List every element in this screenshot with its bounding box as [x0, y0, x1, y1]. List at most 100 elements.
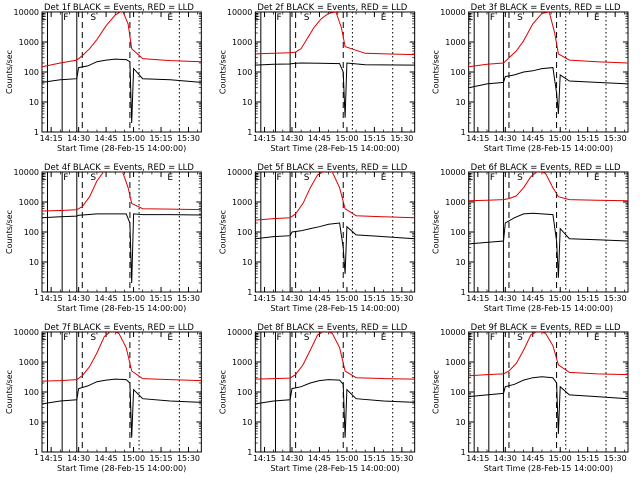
x-tick-label: 14:45 [521, 134, 544, 143]
time-marker-label: E [468, 173, 474, 183]
x-tick-label: 14:45 [521, 454, 544, 463]
y-tick-label: 100 [450, 68, 465, 77]
x-axis-label: Start Time (28-Feb-15 14:00:00) [270, 144, 399, 153]
time-marker-label: E [594, 173, 600, 183]
time-marker-label: F [63, 333, 68, 343]
x-tick-label: 14:15 [466, 454, 489, 463]
y-tick-label: 1 [34, 288, 39, 297]
x-tick-label: 14:45 [308, 294, 331, 303]
y-tick-label: 100 [24, 68, 39, 77]
lld-series-line [255, 332, 415, 380]
events-series-line [255, 62, 415, 118]
y-axis-label: Counts/sec [5, 210, 14, 254]
x-tick-label: 15:30 [390, 294, 413, 303]
events-series-line [42, 58, 202, 124]
x-tick-label: 14:45 [308, 134, 331, 143]
panel-4: Det 4f BLACK = Events, RED = LLD 1 10 100 10… [5, 163, 202, 313]
y-tick-label: 10000 [14, 8, 39, 17]
events-series-line [468, 376, 628, 434]
events-series-line [255, 379, 415, 438]
x-tick-label: 15:15 [363, 454, 386, 463]
x-tick-label: 14:45 [308, 454, 331, 463]
time-marker-label: E [41, 333, 47, 343]
y-tick-label: 1000 [445, 358, 465, 367]
time-marker-label: F [277, 333, 282, 343]
time-marker-label: F [490, 13, 495, 23]
x-tick-label: 15:00 [549, 294, 572, 303]
y-tick-label: 100 [237, 68, 252, 77]
x-tick-label: 14:30 [494, 134, 517, 143]
time-marker-label: E [254, 173, 260, 183]
x-tick-label: 14:30 [67, 134, 90, 143]
axes-frame [254, 331, 416, 453]
x-tick-label: 15:30 [390, 134, 413, 143]
y-tick-label: 100 [24, 388, 39, 397]
time-marker-label: S [517, 173, 523, 183]
y-tick-label: 100 [237, 388, 252, 397]
y-tick-label: 100 [450, 388, 465, 397]
y-axis-label: Counts/sec [432, 370, 441, 414]
x-tick-label: 15:00 [335, 134, 358, 143]
lld-series-line [42, 12, 202, 68]
y-tick-label: 1 [461, 128, 466, 137]
y-tick-label: 1 [461, 448, 466, 457]
x-tick-label: 15:15 [576, 134, 599, 143]
x-tick-label: 15:30 [177, 134, 200, 143]
y-tick-label: 1000 [445, 198, 465, 207]
axes-frame [468, 331, 629, 453]
events-series-line [255, 222, 415, 274]
x-axis-label: Start Time (28-Feb-15 14:00:00) [57, 144, 186, 153]
time-marker-label: F [277, 13, 282, 23]
events-series-line [42, 378, 202, 438]
panel-title: Det 3f BLACK = Events, RED = LLD [471, 3, 621, 13]
x-tick-label: 14:45 [95, 134, 118, 143]
time-marker-label: S [90, 333, 96, 343]
y-tick-label: 100 [24, 228, 39, 237]
x-tick-label: 15:15 [150, 134, 173, 143]
time-marker-label: E [254, 13, 260, 23]
y-tick-label: 10 [242, 258, 252, 267]
y-tick-label: 1000 [232, 38, 252, 47]
y-axis-label: Counts/sec [5, 50, 14, 94]
y-tick-label: 10 [29, 98, 39, 107]
time-marker-label: S [517, 333, 523, 343]
y-tick-label: 10 [29, 418, 39, 427]
panel-title: Det 8f BLACK = Events, RED = LLD [257, 323, 407, 333]
time-marker-label: S [90, 13, 96, 23]
x-tick-label: 15:30 [177, 294, 200, 303]
x-tick-label: 15:00 [122, 134, 145, 143]
x-tick-label: 15:00 [122, 454, 145, 463]
x-tick-label: 15:15 [363, 294, 386, 303]
time-marker-label: E [381, 173, 387, 183]
time-marker-label: F [63, 173, 68, 183]
axes-frame [468, 11, 629, 133]
y-axis-label: Counts/sec [432, 50, 441, 94]
x-tick-label: 15:00 [549, 454, 572, 463]
panel-9: Det 9f BLACK = Events, RED = LLD 1 10 100 10… [432, 323, 629, 473]
y-tick-label: 1000 [232, 198, 252, 207]
time-marker-label: F [277, 173, 282, 183]
time-marker-label: E [594, 333, 600, 343]
lld-series-line [255, 172, 415, 221]
x-tick-label: 14:15 [466, 134, 489, 143]
x-tick-label: 14:30 [280, 294, 303, 303]
x-tick-label: 15:30 [604, 454, 627, 463]
x-axis-label: Start Time (28-Feb-15 14:00:00) [484, 304, 613, 313]
x-tick-label: 15:00 [549, 134, 572, 143]
y-tick-label: 10000 [227, 328, 252, 337]
x-tick-label: 14:45 [95, 294, 118, 303]
x-tick-label: 15:30 [390, 454, 413, 463]
x-tick-label: 14:45 [521, 294, 544, 303]
y-tick-label: 10000 [227, 8, 252, 17]
lld-series-line [468, 172, 628, 202]
y-tick-label: 10 [455, 258, 465, 267]
y-axis-label: Counts/sec [218, 50, 227, 94]
y-axis-label: Counts/sec [432, 210, 441, 254]
x-tick-label: 15:15 [363, 134, 386, 143]
time-marker-label: S [304, 13, 310, 23]
lld-series-line [468, 332, 628, 377]
x-axis-label: Start Time (28-Feb-15 14:00:00) [270, 464, 399, 473]
lld-series-line [468, 12, 628, 68]
axes-frame [254, 171, 416, 293]
